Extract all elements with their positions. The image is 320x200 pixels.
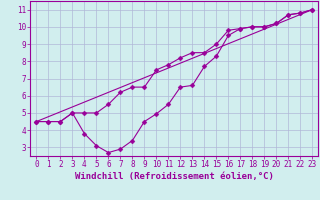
X-axis label: Windchill (Refroidissement éolien,°C): Windchill (Refroidissement éolien,°C) (75, 172, 274, 181)
